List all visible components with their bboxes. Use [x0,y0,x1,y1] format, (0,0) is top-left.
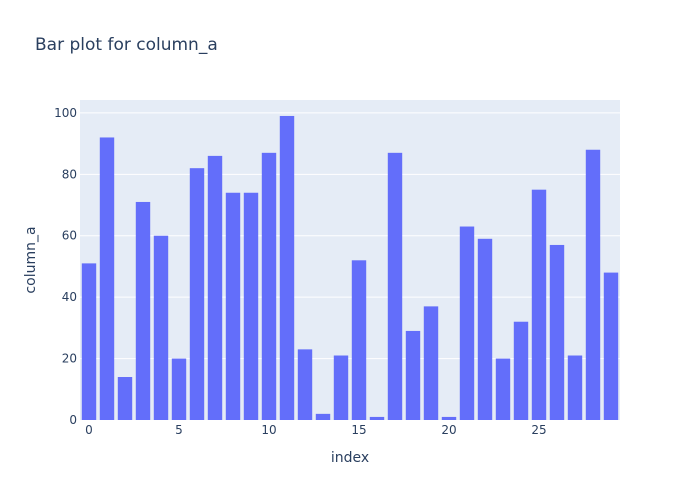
y-axis-ticks: 0 20 40 60 80 100 [54,106,77,427]
bar[interactable] [81,263,97,420]
bars [81,115,619,420]
bar[interactable] [189,168,205,420]
bar[interactable] [225,192,241,420]
y-tick-label: 0 [69,413,77,427]
bar[interactable] [603,272,619,420]
bar[interactable] [585,149,601,420]
bar[interactable] [117,377,133,420]
x-tick-label: 25 [531,423,546,437]
plot-area [80,100,620,420]
gridlines [80,112,620,360]
chart-title: Bar plot for column_a [35,35,218,55]
bar[interactable] [99,137,115,420]
bar[interactable] [333,355,349,420]
y-axis-title: column_a [23,226,39,293]
y-tick-label: 60 [62,229,77,243]
bar[interactable] [243,192,259,420]
bar[interactable] [405,330,421,420]
bar[interactable] [153,235,169,420]
bar[interactable] [459,226,475,420]
bar[interactable] [531,189,547,420]
bar[interactable] [369,416,385,420]
bar[interactable] [207,155,223,420]
bar[interactable] [441,416,457,420]
bar[interactable] [477,238,493,420]
x-tick-label: 5 [175,423,183,437]
x-tick-label: 20 [441,423,456,437]
bar[interactable] [423,306,439,420]
bar[interactable] [567,355,583,420]
bar[interactable] [387,152,403,420]
bar[interactable] [279,115,295,420]
x-axis-ticks: 0 5 10 15 20 25 [85,423,546,437]
bar[interactable] [315,413,331,420]
y-tick-label: 80 [62,167,77,181]
x-tick-label: 15 [351,423,366,437]
x-axis-title: index [331,450,369,466]
bar[interactable] [135,201,151,420]
x-tick-label: 10 [261,423,276,437]
x-tick-label: 0 [85,423,93,437]
y-tick-label: 40 [62,290,77,304]
bar[interactable] [297,349,313,420]
bar[interactable] [495,358,511,420]
bar[interactable] [351,260,367,420]
bar[interactable] [261,152,277,420]
y-tick-label: 100 [54,106,77,120]
y-tick-label: 20 [62,352,77,366]
bar[interactable] [549,244,565,420]
bar[interactable] [171,358,187,420]
bar[interactable] [513,321,529,420]
